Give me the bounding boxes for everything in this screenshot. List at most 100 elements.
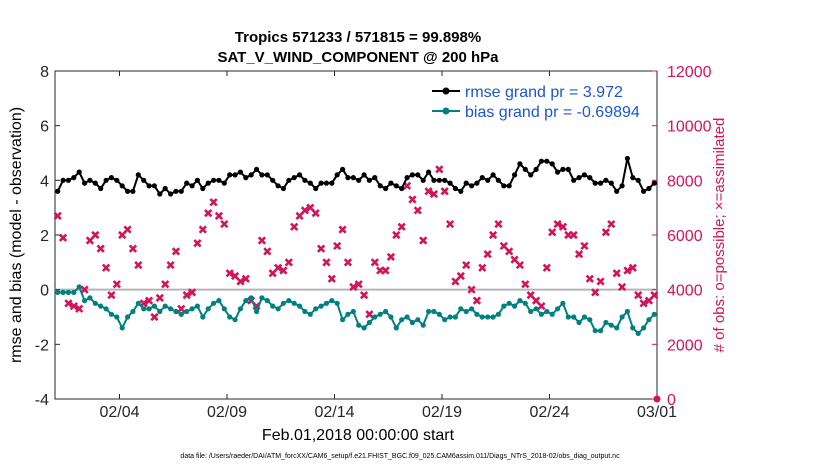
bias-point <box>635 330 641 336</box>
rmse-point <box>646 185 652 192</box>
bias-point <box>404 314 410 320</box>
obs-assimilated-point <box>107 291 116 300</box>
obs-assimilated-point <box>359 291 369 300</box>
bias-point <box>221 306 227 312</box>
rmse-point <box>587 175 593 181</box>
obs-assimilated-point <box>306 203 315 212</box>
bias-point <box>361 325 367 331</box>
rmse-point <box>205 180 211 186</box>
chart-subtitle: SAT_V_WIND_COMPONENT @ 200 hPa <box>217 49 499 66</box>
bias-point <box>232 317 238 323</box>
rmse-point <box>544 158 550 164</box>
bias-point <box>409 319 415 326</box>
obs-assimilated-point <box>230 271 240 281</box>
bias-point <box>248 295 254 301</box>
rmse-point <box>243 175 249 181</box>
y2-tick-label: 4000 <box>667 283 703 300</box>
x-tick-label: 02/14 <box>314 404 354 421</box>
rmse-point <box>463 180 469 186</box>
bias-point <box>549 311 555 317</box>
bias-point <box>619 314 625 320</box>
rmse-point <box>490 172 496 178</box>
rmse-point <box>506 183 512 189</box>
rmse-point <box>356 177 362 183</box>
obs-assimilated-point <box>617 282 627 292</box>
y2-tick-label: 12000 <box>667 64 712 81</box>
obs-assimilated-point <box>365 310 374 319</box>
rmse-point <box>270 177 276 183</box>
rmse-point <box>495 177 501 183</box>
rmse-point <box>388 180 394 186</box>
y2-tick-label: 10000 <box>667 119 712 136</box>
bias-point <box>490 314 496 320</box>
bias-point <box>474 311 480 317</box>
obs-assimilated-point <box>322 258 331 267</box>
bias-point <box>135 300 141 306</box>
rmse-point <box>603 177 609 183</box>
obs-assimilated-point <box>91 230 100 240</box>
bias-point <box>517 298 523 304</box>
obs-assimilated-point <box>96 244 105 253</box>
legend-rmse-label: rmse grand pr = 3.972 <box>465 84 623 101</box>
rmse-point <box>114 177 120 183</box>
x-tick-label: 02/04 <box>99 404 139 421</box>
rmse-point <box>141 177 147 183</box>
bias-point <box>511 303 518 309</box>
obs-assimilated-point <box>612 269 621 278</box>
rmse-point <box>458 188 464 194</box>
obs-assimilated-point <box>623 266 632 275</box>
rmse-point <box>329 180 335 186</box>
x-tick-label: 02/09 <box>207 404 247 421</box>
legend: rmse grand pr = 3.972 bias grand pr = -0… <box>427 78 653 124</box>
bias-point <box>571 314 577 320</box>
y-tick-label: -4 <box>35 392 49 409</box>
rmse-point <box>98 185 104 192</box>
obs-assimilated-point <box>290 222 299 231</box>
bias-point <box>393 325 399 331</box>
bias-point <box>125 314 131 320</box>
rmse-point <box>442 177 448 183</box>
obs-assimilated-point <box>440 187 449 196</box>
obs-assimilated-point <box>177 304 186 313</box>
obs-assimilated-point <box>462 260 471 270</box>
obs-assimilated-point <box>639 299 648 308</box>
obs-assimilated-point <box>585 274 594 283</box>
bias-point <box>184 308 190 315</box>
obs-assimilated-point <box>381 266 390 275</box>
chart-title: Tropics 571233 / 571815 = 99.898% <box>235 29 481 46</box>
bias-point <box>495 311 501 317</box>
obs-assimilated-point <box>209 198 218 207</box>
bias-point <box>275 306 281 312</box>
obs-assimilated-point <box>268 269 277 278</box>
obs-assimilated-point <box>53 211 62 220</box>
legend-bias-marker <box>442 107 450 115</box>
rmse-point <box>184 180 190 186</box>
rmse-point <box>248 172 254 178</box>
x-axis-title: Feb.01,2018 00:00:00 start <box>262 427 455 444</box>
obs-assimilated-point <box>150 312 159 322</box>
rmse-point <box>232 172 238 178</box>
obs-assimilated-point <box>650 291 659 300</box>
bias-point <box>130 308 136 315</box>
rmse-point <box>221 180 227 186</box>
y-tick-label: 0 <box>40 283 49 300</box>
bias-point <box>560 300 566 306</box>
bias-point <box>87 295 93 301</box>
obs-assimilated-point <box>279 266 288 275</box>
obs-assimilated-point <box>171 247 181 256</box>
obs-assimilated-point <box>263 247 272 256</box>
obs-assimilated-point <box>134 260 143 270</box>
bias-point <box>366 319 372 326</box>
rmse-point <box>211 177 217 183</box>
rmse-point <box>549 161 555 167</box>
obs-assimilated-point <box>166 260 175 270</box>
obs-assimilated-point <box>204 209 213 218</box>
bias-point <box>168 306 174 312</box>
obs-assimilated-point <box>553 219 562 229</box>
rmse-point <box>157 191 163 197</box>
rmse-point <box>366 177 372 183</box>
rmse-point <box>173 188 179 194</box>
obs-assimilated-point <box>193 239 202 248</box>
bias-point <box>270 303 276 309</box>
rmse-point <box>452 185 458 192</box>
